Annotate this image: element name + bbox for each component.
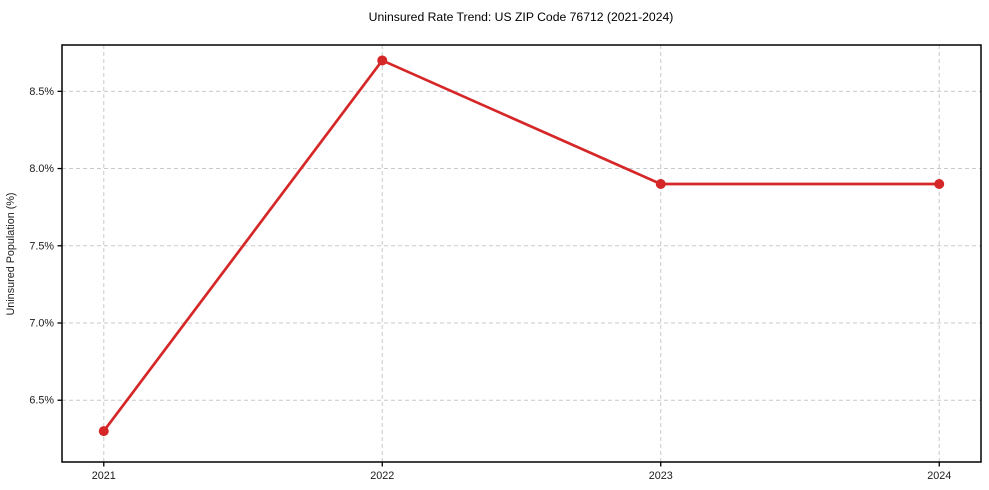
trend-line (102, 59, 941, 433)
y-axis-label: Uninsured Population (%) (5, 192, 17, 315)
y-tick-label: 7.5% (29, 240, 54, 252)
data-point-marker (934, 179, 945, 189)
x-tick-label: 2023 (649, 470, 673, 482)
plot-border (61, 44, 982, 463)
data-point-marker (655, 179, 666, 189)
x-tick-label: 2021 (92, 470, 116, 482)
chart-title: Uninsured Rate Trend: US ZIP Code 76712 … (369, 10, 674, 24)
data-point-marker (98, 426, 109, 437)
x-tick-label: 2024 (927, 470, 951, 482)
y-tick-label: 8.0% (29, 163, 54, 175)
y-tick-label: 7.0% (29, 318, 54, 330)
y-tick-label: 8.5% (29, 86, 54, 98)
y-tick-label: 6.5% (29, 395, 54, 407)
data-point-marker (377, 55, 388, 66)
x-tick-label: 2022 (370, 470, 394, 482)
